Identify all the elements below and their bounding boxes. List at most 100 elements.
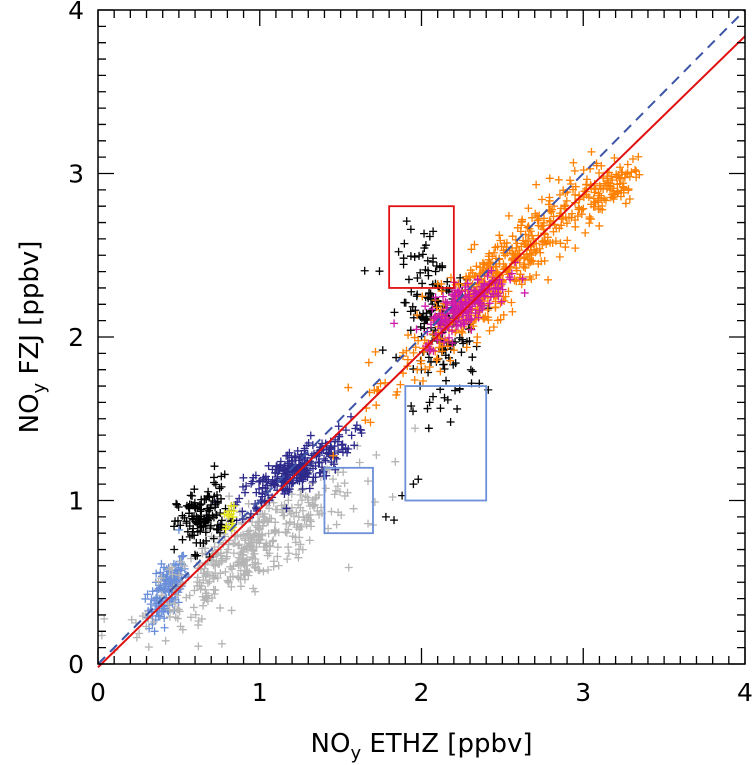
data-point: [314, 491, 323, 500]
data-point: [417, 359, 426, 368]
data-point: [592, 161, 601, 170]
data-point: [223, 552, 232, 561]
data-point: [537, 195, 546, 204]
data-point: [274, 466, 283, 475]
data-point: [254, 565, 263, 574]
data-point: [544, 275, 553, 284]
data-point: [284, 496, 293, 505]
data-point: [453, 321, 462, 330]
data-point: [466, 365, 475, 374]
minor-tick: [98, 10, 745, 664]
data-point: [491, 303, 500, 312]
reference-lines: [97, 9, 746, 668]
y-axis-label: NOy FZJ [ppbv]: [15, 241, 50, 434]
data-point: [225, 492, 234, 501]
data-point: [435, 343, 444, 352]
data-point: [595, 169, 604, 178]
data-point: [499, 310, 508, 319]
data-point: [496, 315, 505, 324]
y-tick-label: 4: [68, 0, 84, 25]
data-point: [492, 269, 501, 278]
data-point: [545, 193, 554, 202]
data-point: [229, 562, 238, 571]
data-point: [176, 521, 185, 530]
data-point: [294, 512, 303, 521]
data-point: [268, 465, 277, 474]
data-point: [555, 252, 564, 261]
data-point: [283, 459, 292, 468]
data-point: [271, 518, 280, 527]
data-point: [425, 232, 434, 241]
data-point: [411, 424, 420, 433]
data-point: [303, 493, 312, 502]
data-point: [544, 200, 553, 209]
data-point: [229, 549, 238, 558]
data-point: [332, 520, 341, 529]
data-point: [433, 354, 442, 363]
data-point: [263, 481, 272, 490]
data-point: [160, 604, 169, 613]
data-point: [509, 250, 518, 259]
data-point: [240, 571, 249, 580]
data-point: [209, 574, 218, 583]
data-point: [234, 560, 243, 569]
data-point: [210, 462, 219, 471]
minor-tick: [98, 10, 745, 664]
data-point: [413, 311, 422, 320]
data-point: [154, 611, 163, 620]
data-point: [252, 488, 261, 497]
data-point: [462, 272, 471, 281]
major-tick: [98, 10, 745, 664]
data-point: [152, 569, 161, 578]
data-point: [504, 287, 513, 296]
data-point: [274, 528, 283, 537]
data-point: [420, 229, 429, 238]
data-point: [138, 612, 147, 621]
data-point: [495, 275, 504, 284]
y-tick-labels: 0 1 2 3 4: [68, 0, 84, 679]
data-point: [581, 228, 590, 237]
data-point: [406, 225, 415, 234]
data-point: [562, 196, 571, 205]
minor-tick: [98, 10, 745, 664]
data-point: [216, 520, 225, 529]
data-point: [361, 416, 370, 425]
data-point: [331, 486, 340, 495]
data-point: [215, 484, 224, 493]
data-point: [217, 639, 226, 648]
data-point: [409, 365, 418, 374]
data-point: [343, 488, 352, 497]
data-point: [284, 487, 293, 496]
data-point: [282, 519, 291, 528]
data-point: [273, 543, 282, 552]
data-point: [175, 571, 184, 580]
data-point: [371, 347, 380, 356]
data-point: [407, 287, 416, 296]
data-point: [171, 561, 180, 570]
data-point: [545, 216, 554, 225]
data-point: [239, 473, 248, 482]
data-point: [431, 267, 440, 276]
data-point: [339, 468, 348, 477]
data-point: [418, 279, 427, 288]
data-point: [255, 477, 264, 486]
data-point: [293, 476, 302, 485]
data-point: [568, 209, 577, 218]
data-point: [537, 257, 546, 266]
data-point: [596, 204, 605, 213]
data-point: [433, 279, 442, 288]
data-point: [170, 545, 179, 554]
data-point: [194, 642, 203, 651]
data-point: [148, 587, 157, 596]
minor-tick: [98, 10, 745, 664]
data-point: [479, 265, 488, 274]
highlight-box: [404, 385, 488, 502]
data-point: [591, 198, 600, 207]
data-point: [178, 552, 187, 561]
data-point: [282, 528, 291, 537]
data-point: [391, 457, 400, 466]
data-point: [294, 456, 303, 465]
data-point: [207, 500, 216, 509]
data-point: [296, 540, 305, 549]
data-point: [355, 458, 364, 467]
